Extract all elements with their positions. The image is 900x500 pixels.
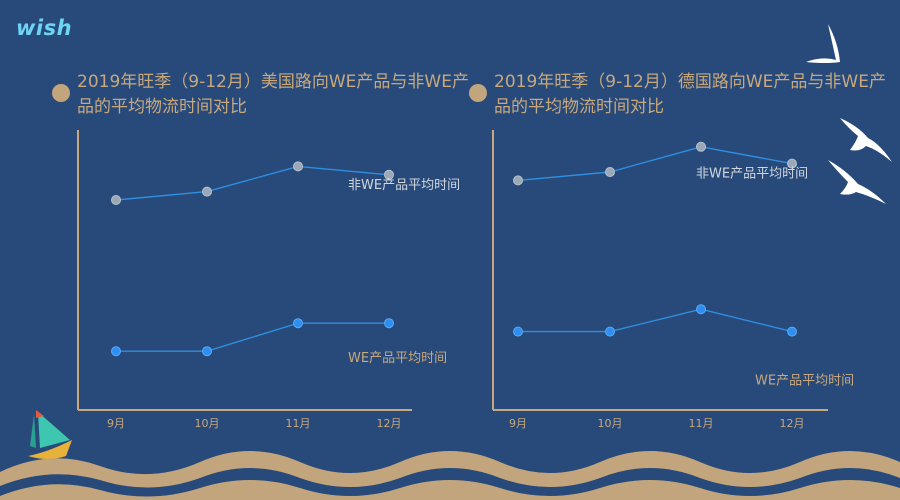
series-label: 非WE产品平均时间 (696, 167, 808, 182)
wish-logo: wish (16, 16, 73, 40)
chart-de: 9月 10月 11月 12月 非WE产品平均时间 WE产品平均时间 (492, 130, 854, 430)
data-point (513, 175, 523, 186)
series-line (115, 165, 390, 201)
data-point (202, 346, 212, 357)
x-tick-label: 12月 (780, 417, 805, 430)
data-point (513, 326, 523, 337)
x-tick-label: 10月 (598, 417, 623, 430)
data-point (384, 169, 394, 180)
data-point (787, 158, 797, 169)
data-point (202, 186, 212, 197)
seagull-icon (806, 24, 892, 204)
series-line (116, 322, 389, 352)
data-point (111, 195, 121, 205)
chart-us: 9月 10月 11月 12月 非WE产品平均时间 WE产品平均时间 (77, 130, 460, 430)
data-point (787, 326, 797, 337)
x-tick-label: 12月 (377, 417, 402, 430)
data-point (384, 318, 394, 329)
data-point (293, 161, 303, 172)
x-tick-label: 11月 (689, 417, 714, 430)
sailboat-icon (28, 410, 72, 459)
x-tick-label: 11月 (286, 417, 311, 430)
data-point (696, 141, 706, 152)
series-line (517, 146, 793, 182)
series-label: WE产品平均时间 (755, 374, 854, 389)
x-tick-label: 10月 (195, 417, 220, 430)
series-label: WE产品平均时间 (348, 351, 447, 366)
chart-title-de-text: 2019年旺季（9-12月）德国路向WE产品与非WE产品的平均物流时间对比 (494, 72, 886, 117)
title-bullet-icon (52, 84, 70, 102)
title-bullet-icon (469, 84, 487, 102)
series-line (518, 308, 793, 333)
data-point (696, 304, 706, 315)
x-tick-label: 9月 (107, 417, 125, 430)
data-point (605, 167, 615, 177)
data-point (605, 326, 615, 337)
data-point (293, 318, 303, 329)
chart-title-us-text: 2019年旺季（9-12月）美国路向WE产品与非WE产品的平均物流时间对比 (77, 72, 469, 117)
x-tick-label: 9月 (509, 417, 527, 430)
series-label: 非WE产品平均时间 (348, 178, 460, 193)
data-point (111, 346, 121, 357)
wave-decoration (0, 451, 900, 500)
